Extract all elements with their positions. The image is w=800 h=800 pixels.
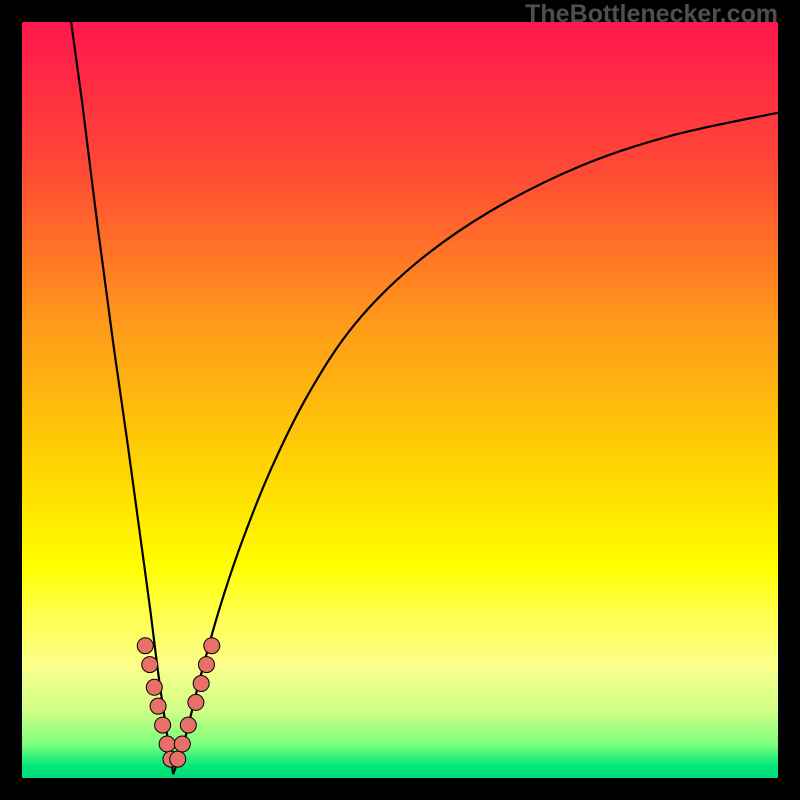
marker-point	[155, 717, 171, 733]
plot-gradient-background	[22, 22, 778, 778]
chart-container: TheBottlenecker.com	[0, 0, 800, 800]
chart-svg	[0, 0, 800, 800]
marker-point	[170, 751, 186, 767]
marker-point	[193, 676, 209, 692]
watermark-text: TheBottlenecker.com	[525, 0, 778, 29]
marker-point	[188, 694, 204, 710]
marker-point	[159, 736, 175, 752]
marker-point	[174, 736, 190, 752]
marker-point	[137, 638, 153, 654]
marker-point	[142, 657, 158, 673]
marker-point	[146, 679, 162, 695]
marker-point	[204, 638, 220, 654]
marker-point	[198, 657, 214, 673]
marker-point	[180, 717, 196, 733]
marker-point	[150, 698, 166, 714]
